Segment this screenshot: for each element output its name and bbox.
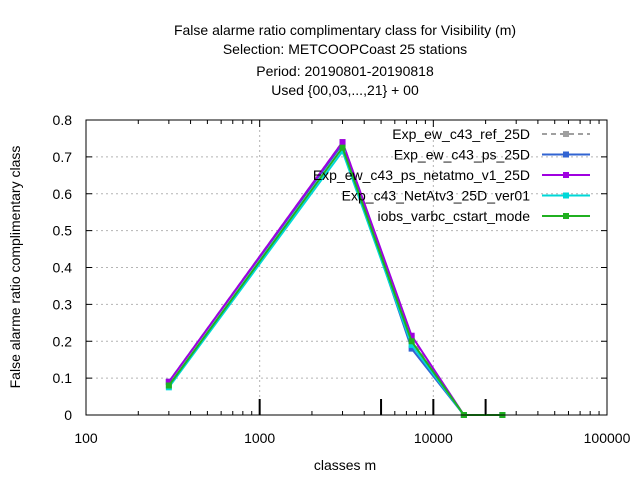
title-line-4: Used {00,03,...,21} + 00 (271, 82, 419, 98)
y-tick-label: 0.3 (53, 296, 73, 312)
y-axis-label: False alarme ratio complimentary class (7, 146, 23, 389)
data-point (339, 148, 346, 155)
data-point (165, 378, 172, 385)
legend-label: iobs_varbc_cstart_mode (377, 208, 530, 224)
x-axis: 100 1000 10000 100000 (74, 120, 631, 446)
title-line-2: Selection: METCOOPCoast 25 stations (223, 41, 467, 57)
x-tick-label: 100 (74, 430, 98, 446)
y-tick-label: 0.1 (53, 370, 73, 386)
series-5 (165, 144, 506, 418)
legend-item: Exp_ew_c43_ps_netatmo_v1_25D (313, 167, 590, 183)
y-axis: 0 0.1 0.2 0.3 0.4 0.5 0.6 0.7 0.8 (53, 112, 607, 423)
legend-item: Exp_c43_NetAtv3_25D_ver01 (342, 188, 590, 204)
data-point (165, 382, 172, 389)
legend-label: Exp_ew_c43_ref_25D (392, 126, 530, 142)
legend-marker (563, 151, 569, 158)
y-tick-label: 0.5 (53, 223, 73, 239)
title-line-3: Period: 20190801-20190818 (256, 63, 434, 79)
chart-title: False alarme ratio complimentary class f… (174, 22, 516, 98)
series-line (168, 141, 503, 416)
data-point (408, 338, 415, 345)
legend-marker (563, 172, 569, 178)
x-tick-label: 10000 (414, 430, 453, 446)
data-point (339, 139, 346, 146)
legend-label: Exp_ew_c43_ps_25D (394, 147, 530, 163)
class-marks (258, 399, 487, 415)
x-tick-label: 100000 (584, 430, 631, 446)
y-tick-label: 0.6 (53, 186, 73, 202)
series-line (168, 139, 503, 416)
y-tick-label: 0.4 (53, 260, 73, 276)
legend-item: Exp_ew_c43_ref_25D (392, 126, 590, 142)
data-point (408, 341, 415, 348)
y-tick-label: 0 (64, 407, 72, 423)
y-tick-label: 0.2 (53, 333, 73, 349)
y-tick-label: 0.7 (53, 149, 73, 165)
series-line (168, 139, 503, 416)
legend-marker (563, 213, 569, 219)
data-point (408, 345, 415, 352)
x-tick-label: 1000 (244, 430, 275, 446)
data-point (408, 332, 415, 339)
legend-label: Exp_c43_NetAtv3_25D_ver01 (342, 188, 531, 204)
legend-marker (563, 131, 569, 137)
legend-item: iobs_varbc_cstart_mode (377, 208, 590, 224)
x-axis-label: classes m (314, 457, 376, 473)
legend-item: Exp_ew_c43_ps_25D (394, 147, 590, 163)
title-line-1: False alarme ratio complimentary class f… (174, 22, 516, 38)
legend: Exp_ew_c43_ref_25D Exp_ew_c43_ps_25D Exp_e… (313, 126, 590, 224)
legend-marker (563, 192, 569, 199)
legend-label: Exp_ew_c43_ps_netatmo_v1_25D (313, 167, 530, 183)
y-tick-label: 0.8 (53, 112, 73, 128)
data-point (339, 144, 346, 151)
